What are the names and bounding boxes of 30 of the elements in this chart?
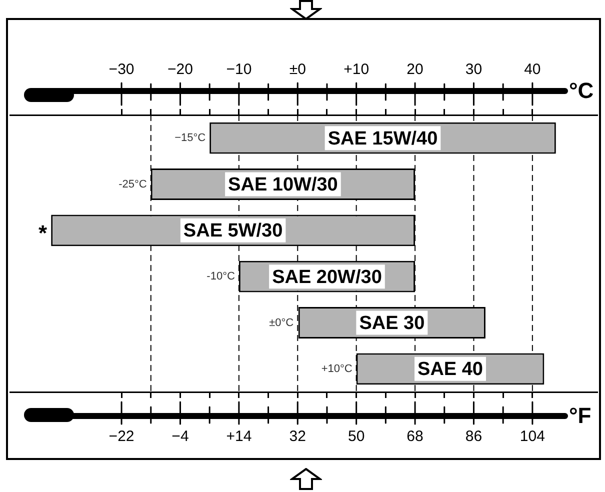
annotation: ±0°C bbox=[269, 316, 294, 329]
x2-tick-label: −22 bbox=[108, 428, 134, 446]
x-axis-title: °C bbox=[569, 78, 594, 104]
y-tick-label: SAE 20W/30 bbox=[272, 266, 382, 288]
x-tick-label: 30 bbox=[465, 61, 482, 78]
x2-tick-label: 68 bbox=[406, 428, 424, 446]
annotation: −15°C bbox=[174, 132, 206, 144]
x2-tick-label: −4 bbox=[172, 428, 189, 446]
x-tick-label: 40 bbox=[524, 61, 541, 78]
annotation: -25°C bbox=[118, 178, 147, 190]
x-tick-label: 20 bbox=[406, 61, 424, 78]
y-tick-label: SAE 10W/30 bbox=[228, 174, 338, 196]
y-tick-label: SAE 5W/30 bbox=[183, 220, 283, 242]
y-tick-label: SAE 40 bbox=[418, 359, 483, 380]
x-tick-label: −20 bbox=[168, 61, 193, 78]
y-tick-label: SAE 15W/40 bbox=[328, 128, 438, 150]
x2-tick-label: 86 bbox=[465, 428, 482, 446]
x-tick-label: ±0 bbox=[289, 61, 306, 78]
annotation: +10°C bbox=[321, 362, 352, 375]
x2-tick-label: 32 bbox=[289, 428, 306, 446]
x2-tick-label: 104 bbox=[520, 428, 545, 446]
annotation: * bbox=[38, 220, 48, 246]
x-tick-label: +10 bbox=[344, 61, 370, 78]
x2-tick-label: +14 bbox=[226, 428, 252, 446]
x-tick-label: −30 bbox=[108, 61, 134, 78]
x2-tick-label: 50 bbox=[348, 428, 365, 446]
x2-axis-title: °F bbox=[569, 403, 592, 428]
y-tick-label: SAE 30 bbox=[359, 312, 425, 334]
x-tick-label: −10 bbox=[226, 61, 252, 78]
annotation: -10°C bbox=[206, 270, 235, 283]
